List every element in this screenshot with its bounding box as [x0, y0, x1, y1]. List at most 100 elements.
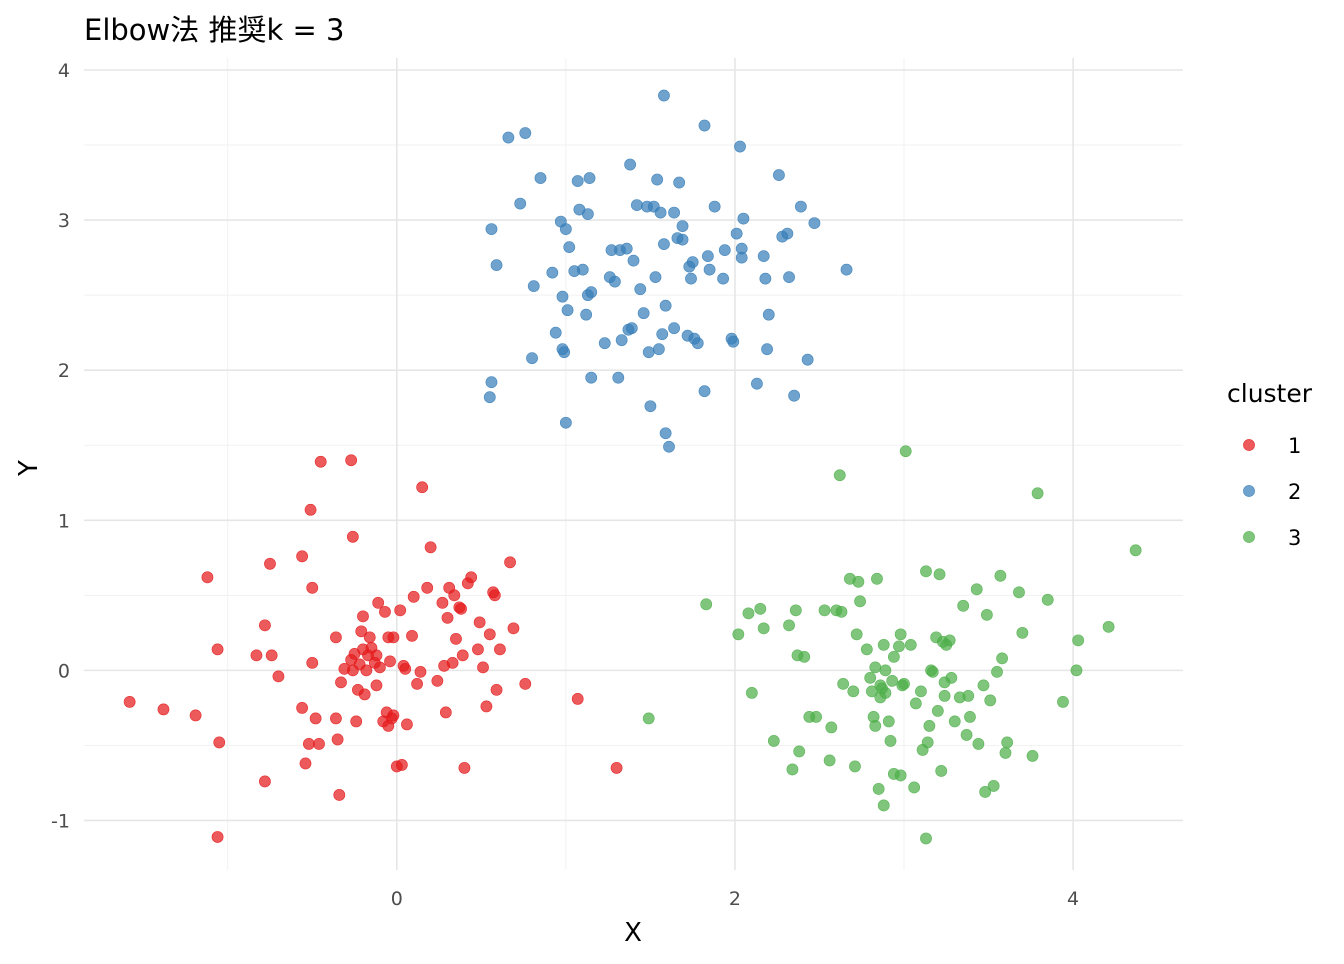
point-cluster-1: [306, 656, 319, 669]
point-cluster-1: [259, 619, 271, 632]
point-cluster-3: [877, 638, 890, 651]
point-cluster-3: [972, 738, 985, 750]
point-cluster-3: [869, 661, 882, 674]
point-cluster-2: [659, 299, 672, 312]
point-cluster-1: [360, 664, 373, 677]
point-cluster-1: [302, 738, 315, 750]
point-cluster-1: [446, 656, 459, 669]
point-cluster-3: [877, 799, 890, 812]
point-cluster-1: [441, 611, 454, 624]
point-cluster-3: [899, 445, 912, 458]
point-cluster-3: [948, 715, 961, 728]
point-cluster-1: [416, 481, 429, 494]
point-cluster-1: [250, 649, 263, 662]
point-cluster-3: [1129, 544, 1142, 557]
point-cluster-2: [788, 389, 801, 402]
point-cluster-3: [835, 605, 848, 618]
point-cluster-3: [882, 715, 895, 728]
point-cluster-3: [823, 754, 836, 767]
point-cluster-3: [854, 595, 866, 608]
point-cluster-2: [808, 217, 821, 230]
point-cluster-2: [624, 158, 637, 171]
point-cluster-2: [612, 371, 625, 384]
point-cluster-2: [502, 131, 515, 144]
point-cluster-2: [519, 127, 532, 139]
point-cluster-3: [1013, 586, 1025, 599]
point-cluster-2: [673, 176, 686, 189]
point-cluster-3: [909, 697, 922, 710]
point-cluster-1: [333, 789, 346, 801]
point-cluster-2: [781, 227, 794, 240]
point-cluster-3: [886, 674, 899, 687]
point-cluster-1: [123, 695, 136, 708]
point-cluster-3: [872, 783, 885, 795]
point-cluster-3: [970, 583, 983, 596]
point-cluster-1: [424, 541, 437, 554]
y-tick-label: 0: [58, 660, 70, 682]
point-cluster-2: [698, 119, 711, 132]
point-cluster-1: [436, 596, 449, 609]
point-cluster-3: [833, 469, 846, 482]
point-cluster-2: [840, 263, 853, 276]
point-cluster-1: [272, 670, 285, 683]
point-cluster-3: [837, 677, 850, 690]
point-cluster-1: [330, 631, 342, 644]
point-cluster-1: [313, 738, 325, 750]
x-tick-label: 2: [729, 888, 741, 910]
y-tick-label: 2: [58, 360, 70, 382]
point-cluster-1: [450, 632, 462, 645]
point-cluster-3: [894, 628, 907, 641]
point-cluster-2: [546, 266, 559, 279]
point-cluster-2: [703, 263, 716, 276]
data-points: [123, 89, 1142, 845]
point-cluster-1: [265, 649, 278, 662]
legend: cluster 1 2 3: [1227, 379, 1313, 550]
point-cluster-1: [414, 665, 427, 678]
point-cluster-2: [685, 272, 697, 285]
point-cluster-2: [676, 233, 689, 246]
point-cluster-2: [727, 335, 740, 348]
point-cluster-2: [717, 272, 730, 285]
point-cluster-3: [860, 643, 873, 656]
chart-title: Elbow法 推奨k = 3: [84, 13, 344, 47]
point-cluster-1: [473, 616, 486, 629]
point-cluster-3: [991, 665, 1003, 678]
point-cluster-3: [994, 569, 1007, 582]
point-cluster-1: [211, 831, 224, 843]
point-cluster-3: [999, 747, 1012, 759]
point-cluster-3: [962, 689, 975, 702]
point-cluster-1: [370, 679, 383, 692]
point-cluster-2: [658, 89, 670, 102]
point-cluster-2: [526, 352, 538, 365]
legend-key-1: [1243, 439, 1255, 451]
point-cluster-3: [894, 769, 907, 782]
x-tick-label: 0: [391, 888, 403, 910]
x-axis-tick-labels: 0 2 4: [391, 888, 1079, 910]
point-cluster-2: [658, 238, 670, 251]
point-cluster-3: [869, 720, 882, 732]
legend-label-1: 1: [1288, 434, 1301, 458]
point-cluster-2: [609, 275, 621, 288]
point-cluster-3: [893, 640, 905, 653]
point-cluster-2: [627, 254, 640, 267]
point-cluster-2: [576, 263, 589, 276]
point-cluster-2: [734, 140, 746, 153]
point-cluster-1: [379, 605, 391, 618]
point-cluster-2: [651, 173, 664, 186]
point-cluster-2: [634, 283, 647, 296]
legend-label-2: 2: [1288, 480, 1301, 504]
point-cluster-2: [485, 376, 498, 389]
point-cluster-2: [708, 200, 721, 213]
point-cluster-3: [957, 599, 970, 612]
point-cluster-2: [625, 322, 638, 335]
point-cluster-3: [745, 686, 758, 699]
point-cluster-3: [921, 736, 934, 749]
point-cluster-2: [783, 271, 795, 284]
point-cluster-1: [456, 649, 469, 662]
point-cluster-3: [904, 638, 917, 651]
point-cluster-3: [1102, 620, 1115, 633]
point-cluster-3: [786, 763, 799, 776]
point-cluster-3: [1001, 736, 1014, 749]
point-cluster-3: [938, 689, 951, 702]
